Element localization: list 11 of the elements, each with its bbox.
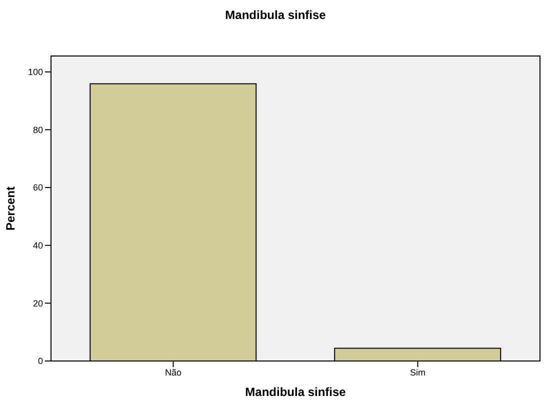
y-tick-label: 80: [32, 124, 43, 135]
x-tick-label: Sim: [410, 367, 426, 378]
x-axis-title: Mandibula sinfise: [245, 385, 346, 399]
chart-title: Mandibula sinfise: [224, 8, 327, 22]
y-tick-label: 60: [32, 182, 43, 193]
y-axis-title: Percent: [3, 186, 18, 231]
y-tick-label: 40: [32, 240, 43, 251]
y-tick-label: 20: [32, 298, 43, 308]
y-tick-label: 0: [38, 356, 43, 366]
x-tick-label: Não: [164, 367, 182, 378]
y-tick-label: 100: [28, 67, 43, 78]
